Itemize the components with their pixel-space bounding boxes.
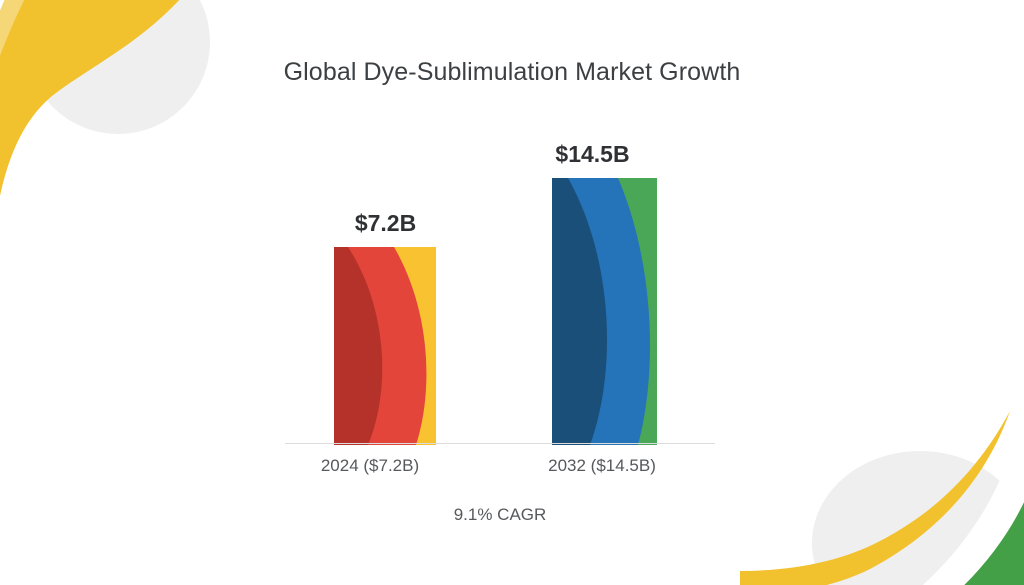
decor-swoosh-maroon <box>996 525 1024 585</box>
cagr-annotation: 9.1% CAGR <box>453 505 547 524</box>
decoration-top-left <box>0 0 210 196</box>
bar-group-1: $14.5B <box>525 120 660 445</box>
category-label-1: 2032 ($14.5B) <box>548 456 656 475</box>
bar-1-band-mid <box>568 178 657 445</box>
bar-1[interactable] <box>552 178 657 445</box>
category-label-0: 2024 ($7.2B) <box>320 456 420 475</box>
bar-group-0: $7.2B <box>318 120 453 445</box>
bar-1-band-light <box>618 178 657 445</box>
axis-baseline <box>285 443 715 444</box>
bar-0-band-mid <box>348 247 436 445</box>
decoration-bottom-right <box>740 401 1024 585</box>
decor-swoosh-green <box>954 491 1024 585</box>
bar-value-label-1: $14.5B <box>555 141 630 167</box>
decor-swoosh-yellow <box>0 0 180 196</box>
decor-swoosh-white-br <box>922 401 1024 585</box>
bar-value-label-0: $7.2B <box>354 210 417 236</box>
bar-0-band-light <box>394 247 436 445</box>
chart-title: Global Dye-Sublimulation Market Growth <box>283 58 741 86</box>
plot-area: $7.2B $14.5B <box>285 120 715 445</box>
decor-ellipse-gray-br <box>812 451 1024 585</box>
bar-0[interactable] <box>334 247 436 445</box>
decor-swoosh-yellow-br <box>740 411 1010 585</box>
